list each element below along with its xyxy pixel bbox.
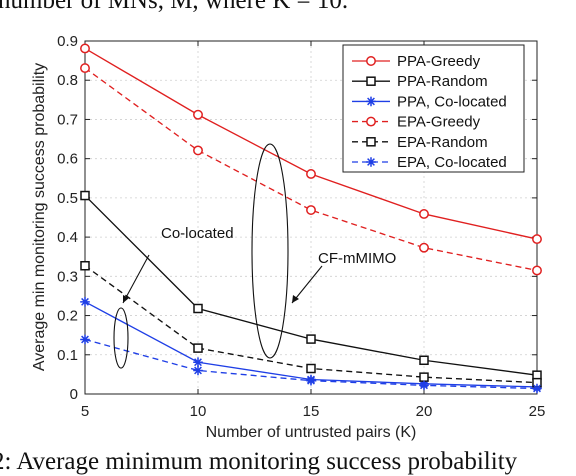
y-tick-label: 0.9 [57, 33, 78, 50]
y-tick-label: 0.5 [57, 190, 78, 207]
series-3-point-1 [80, 297, 90, 307]
series-5-point-2 [193, 343, 203, 353]
legend-box [342, 44, 525, 173]
series-4-point-1 [80, 63, 90, 74]
series-4-point-5 [532, 265, 542, 276]
series-5-point-4 [419, 372, 429, 382]
y-tick-label: 0.3 [57, 268, 78, 285]
series-2-point-2 [193, 303, 203, 314]
legend-marker-5 [366, 137, 376, 147]
series-2-point-1 [80, 190, 90, 201]
series-2-point-3 [306, 334, 316, 344]
series-6-point-3 [306, 375, 316, 386]
cf-mmimo-arrow-line [291, 265, 323, 304]
x-tick-label: 25 [529, 403, 546, 420]
co-located-arrow-head [123, 295, 129, 303]
x-tick-label: 20 [416, 403, 433, 420]
y-tick-label: 0.4 [57, 229, 78, 246]
legend-label-1: PPA-Greedy [397, 53, 481, 70]
y-tick-label: 0.6 [57, 151, 78, 168]
legend-label-5: EPA-Random [397, 134, 488, 151]
series-1-point-3 [306, 169, 316, 179]
series-5-point-1 [80, 260, 90, 271]
caption-fragment: 2: Average minimum monitoring success pr… [0, 448, 518, 475]
series-2-point-4 [419, 355, 429, 366]
series-3-point-2 [193, 357, 203, 368]
y-axis-label: Average min monitoring success probabili… [31, 63, 48, 371]
y-tick-label: 0.2 [57, 308, 78, 325]
y-tick-label: 0.8 [57, 72, 78, 89]
series-line-4 [84, 67, 538, 272]
co-located-ellipse [113, 307, 129, 369]
legend-marker-2 [366, 76, 376, 86]
x-tick-label: 10 [190, 403, 207, 420]
legend-label-4: EPA-Greedy [397, 114, 481, 131]
series-6-point-5 [532, 383, 542, 394]
series-4-point-3 [306, 205, 316, 215]
series-6-point-1 [80, 334, 90, 345]
series-4-point-2 [193, 145, 203, 156]
series-1-point-4 [419, 209, 429, 219]
cf-mmimo-ellipse [251, 143, 289, 359]
y-tick-label: 0 [70, 386, 78, 403]
cf-mmimo-arrow-head [292, 295, 299, 303]
series-6-point-2 [193, 365, 203, 376]
x-tick-label: 15 [303, 403, 320, 420]
series-4-point-4 [419, 242, 429, 253]
legend-marker-6 [366, 157, 376, 167]
annotation-layer: Co-located CF-mMIMO [113, 143, 396, 369]
legend-marker-1 [366, 56, 376, 66]
series-1-point-2 [193, 109, 203, 120]
x-axis-label: Number of untrusted pairs (K) [206, 424, 417, 441]
legend-marker-4 [366, 116, 376, 127]
legend-label-3: PPA, Co-located [397, 93, 507, 110]
legend-marker-3 [366, 96, 376, 107]
y-tick-label: 0.1 [57, 347, 78, 364]
series-1-point-5 [532, 234, 542, 245]
co-located-annotation: Co-located [161, 225, 234, 242]
series-6-point-4 [419, 380, 429, 391]
series-5-point-3 [306, 363, 316, 374]
tick-layer: 5 10 15 20 25 0 0.1 0.2 0.3 0.4 0.5 0.6 0.7 0.8 0.9 [57, 33, 545, 420]
y-tick-label: 0.7 [57, 111, 78, 128]
co-located-arrow-line [122, 254, 150, 304]
legend-label-2: PPA-Random [397, 73, 488, 90]
legend: PPA-Greedy PPA-Random PPA, Co-located EPA-G… [342, 44, 525, 173]
top-text-fragment: number of MNs, M, where K = 10. [0, 0, 349, 14]
x-tick-label: 5 [81, 403, 89, 420]
series-1-point-1 [80, 43, 90, 54]
cf-mmimo-annotation: CF-mMIMO [318, 250, 396, 267]
legend-label-6: EPA, Co-located [397, 154, 507, 171]
series-layer [80, 43, 542, 394]
